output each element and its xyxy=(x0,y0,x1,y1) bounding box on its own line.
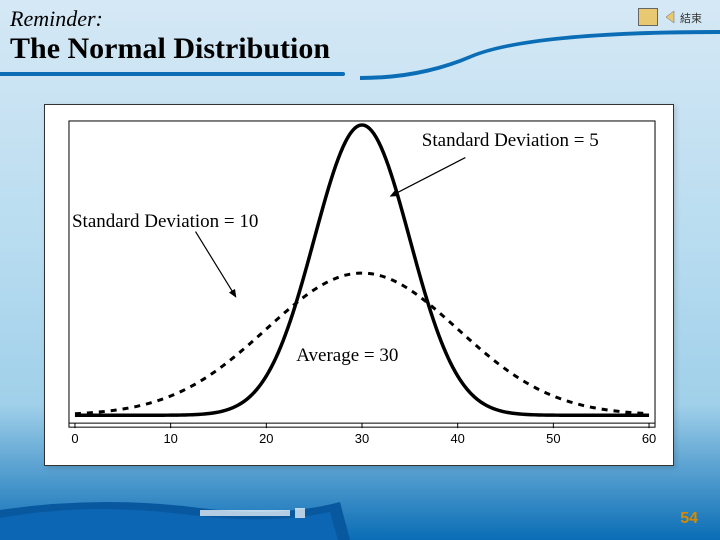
header-underline xyxy=(0,72,345,76)
svg-text:30: 30 xyxy=(355,431,369,446)
page-title: The Normal Distribution xyxy=(10,32,330,66)
home-icon[interactable] xyxy=(638,8,658,26)
svg-text:60: 60 xyxy=(642,431,656,446)
back-arrow-icon[interactable] xyxy=(662,8,680,26)
svg-text:20: 20 xyxy=(259,431,273,446)
svg-text:0: 0 xyxy=(71,431,78,446)
normal-distribution-chart: 0 10 20 30 40 50 60 xyxy=(63,117,661,453)
average-annotation: Average = 30 xyxy=(296,345,398,367)
page-number: 54 xyxy=(680,510,698,528)
svg-text:40: 40 xyxy=(450,431,464,446)
reminder-label: Reminder: xyxy=(10,6,103,32)
chart-plot-area: 0 10 20 30 40 50 60 Standard Deviation = 5 Sta… xyxy=(63,117,661,453)
header: Reminder: The Normal Distribution 結束 xyxy=(0,0,720,90)
sd5-annotation: Standard Deviation = 5 xyxy=(422,130,599,152)
svg-text:50: 50 xyxy=(546,431,560,446)
chart-container: 0 10 20 30 40 50 60 Standard Deviation = 5 Sta… xyxy=(44,104,674,466)
footer-decoration xyxy=(0,490,720,540)
svg-text:10: 10 xyxy=(163,431,177,446)
nav-end-label[interactable]: 結束 xyxy=(680,10,702,26)
sd10-annotation: Standard Deviation = 10 xyxy=(72,211,258,233)
